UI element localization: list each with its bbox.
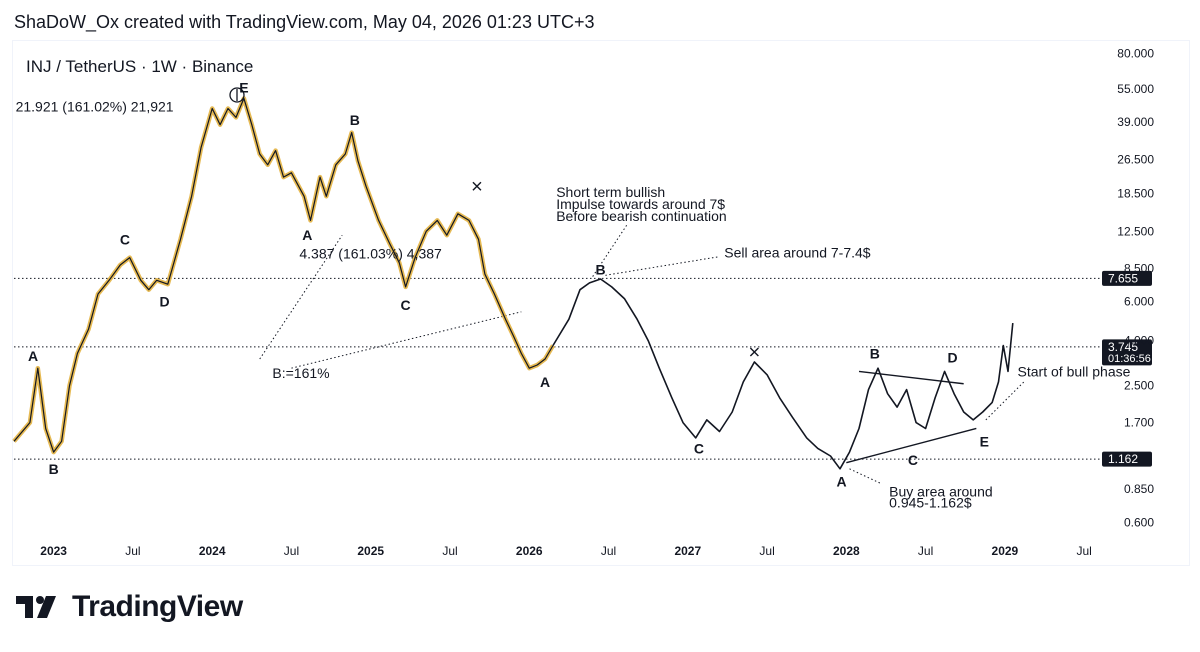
level-badge — [1102, 270, 1152, 286]
x-tick-label: Jul — [759, 544, 774, 558]
x-tick-label: Jul — [1076, 544, 1091, 558]
short-term-callout-guide — [592, 223, 628, 277]
chart-frame — [12, 40, 1190, 566]
wave-label: A — [28, 348, 38, 364]
wave-label: C — [694, 440, 704, 456]
x-tick-label: 2027 — [674, 544, 701, 558]
chart-title: INJ / TetherUS · 1W · Binance — [26, 57, 253, 76]
y-tick-label: 39.000 — [1117, 115, 1154, 129]
level-badge — [1102, 451, 1152, 467]
historical-price-band — [12, 96, 555, 455]
tradingview-logo-text: TradingView — [72, 590, 243, 623]
chart-annotation: 4.387 (161.03%) 4,387 — [299, 246, 442, 262]
y-tick-label: 6.000 — [1124, 295, 1154, 309]
wave-label: A — [540, 374, 550, 390]
y-tick-label: 1.700 — [1124, 416, 1154, 430]
wave-label: A — [837, 474, 847, 490]
y-tick-label: 26.500 — [1117, 152, 1154, 166]
chart-credit: ShaDoW_Ox created with TradingView.com, … — [14, 12, 595, 32]
wave-label: C — [401, 297, 411, 313]
wave-label: B — [49, 461, 59, 477]
wave-label: C — [908, 452, 918, 468]
level-badge-countdown: 01:36:56 — [1108, 353, 1151, 365]
chart-annotation: Before bearish continuation — [556, 208, 726, 224]
buy-area-guide — [849, 468, 882, 485]
y-tick-label: 12.500 — [1117, 224, 1154, 238]
chart-annotation: Start of bull phase — [1018, 363, 1131, 379]
x-tick-label: 2025 — [357, 544, 384, 558]
wave-label: D — [947, 350, 957, 366]
fib-callout-guide — [259, 234, 343, 360]
wave-label: D — [160, 294, 170, 310]
chart-annotation: Buy area around — [889, 483, 993, 499]
x-tick-label: Jul — [284, 544, 299, 558]
x-tick-label: 2023 — [40, 544, 67, 558]
x-tick-label: 2024 — [199, 544, 226, 558]
historical-price-line — [13, 97, 554, 453]
y-tick-label: 4.000 — [1124, 334, 1154, 348]
chart-annotation: B:=161% — [272, 365, 329, 381]
level-badge — [1102, 339, 1152, 366]
tradingview-logo: TradingView — [16, 590, 243, 624]
wave-label: E — [239, 80, 248, 96]
chart-annotation: Short term bullish — [556, 184, 665, 200]
x-marker — [472, 181, 482, 191]
tradingview-logo-icon — [16, 596, 56, 618]
y-tick-label: 0.600 — [1124, 516, 1154, 530]
chart-annotation: Impulse towards around 7$ — [556, 196, 725, 212]
y-tick-label: 0.850 — [1124, 482, 1154, 496]
x-marker-stroke — [749, 347, 759, 357]
x-tick-label: Jul — [601, 544, 616, 558]
level-badge-value: 3.745 — [1108, 340, 1138, 354]
x-tick-label: Jul — [125, 544, 140, 558]
x-tick-label: 2026 — [516, 544, 543, 558]
triangle-lower-trendline — [846, 427, 977, 464]
x-tick-label: 2028 — [833, 544, 860, 558]
sell-area-guide — [605, 256, 720, 276]
fib-ratio-guide — [291, 311, 522, 369]
wave-label: B — [350, 112, 360, 128]
x-marker — [749, 347, 759, 357]
y-tick-label: 8.500 — [1124, 261, 1154, 275]
wave-label: C — [120, 231, 130, 247]
chart-annotation: 0.945-1.162$ — [889, 494, 972, 510]
y-tick-label: 55.000 — [1117, 82, 1154, 96]
x-tick-label: Jul — [918, 544, 933, 558]
x-tick-label: 2029 — [992, 544, 1019, 558]
level-badge-value: 7.655 — [1108, 271, 1138, 285]
level-badge-value: 1.162 — [1108, 452, 1138, 466]
chart-annotation: 21.921 (161.02%) 21,921 — [16, 98, 174, 114]
fib-target-circle-marker — [229, 87, 245, 103]
wave-label: A — [302, 227, 312, 243]
chart-annotation: Sell area around 7-7.4$ — [724, 245, 871, 261]
y-tick-label: 2.500 — [1124, 379, 1154, 393]
bull-phase-guide — [985, 381, 1025, 421]
y-tick-label: 80.000 — [1117, 46, 1154, 60]
wave-label: B — [870, 345, 880, 361]
y-tick-label: 18.500 — [1117, 187, 1154, 201]
x-marker-stroke — [472, 181, 482, 191]
x-tick-label: Jul — [442, 544, 457, 558]
wave-label: E — [980, 433, 989, 449]
wave-label: B — [596, 261, 606, 277]
projected-price-path — [552, 278, 1014, 470]
